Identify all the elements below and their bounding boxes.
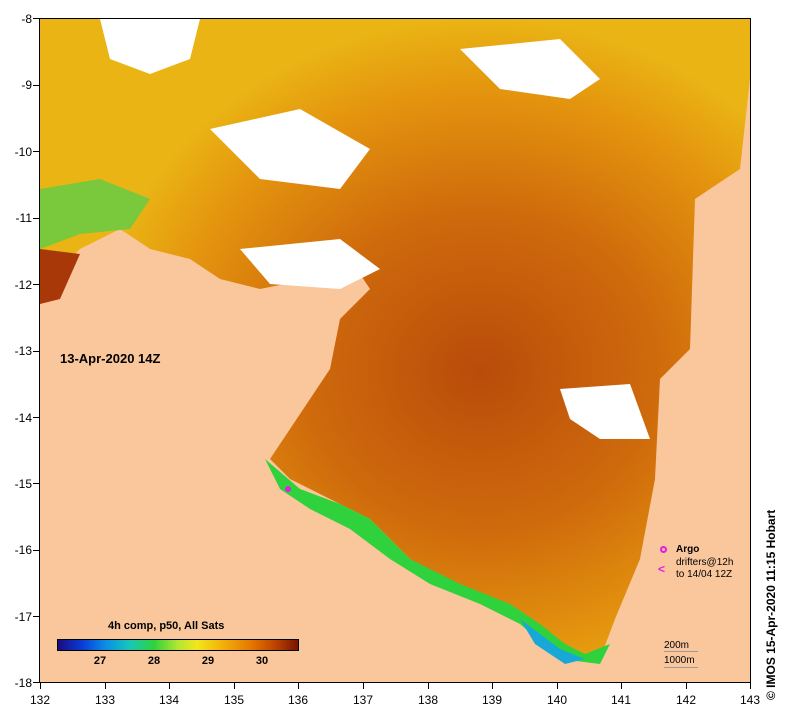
- credit-label: © IMOS 15-Apr-2020 11:15 Hobart: [764, 509, 778, 700]
- x-tick-label: 143: [739, 693, 761, 707]
- x-tick-label: 141: [610, 693, 632, 707]
- coastal-cool-band: [265, 459, 610, 664]
- y-tick: [33, 550, 39, 551]
- drifter-marker: [285, 486, 291, 492]
- x-tick: [428, 683, 429, 689]
- x-tick: [363, 683, 364, 689]
- cloud-central: [240, 239, 380, 289]
- y-tick-label: -13: [14, 344, 32, 358]
- x-tick: [105, 683, 106, 689]
- legend-drifters: drifters@12h: [676, 557, 734, 568]
- timestamp-label: 13-Apr-2020 14Z: [60, 351, 161, 366]
- x-tick-label: 136: [287, 693, 309, 707]
- y-tick: [33, 483, 39, 484]
- y-tick-label: -15: [14, 477, 32, 491]
- drifter-arrow-icon: <: [658, 562, 666, 576]
- colorbar-title: 4h comp, p50, All Sats: [108, 620, 225, 632]
- cloud-northeast: [460, 39, 600, 99]
- y-tick: [33, 682, 39, 683]
- y-tick-label: -18: [14, 676, 32, 690]
- y-tick: [33, 616, 39, 617]
- x-tick-label: 138: [417, 693, 439, 707]
- depth-1000-line: [664, 667, 698, 668]
- coastal-cyan-band: [520, 619, 585, 664]
- colorbar: [57, 639, 299, 651]
- cloud-east: [560, 384, 650, 439]
- x-tick-label: 135: [223, 693, 245, 707]
- x-tick-label: 137: [352, 693, 374, 707]
- x-tick: [40, 683, 41, 689]
- colorbar-tick-label: 27: [93, 655, 107, 667]
- colorbar-tick-label: 28: [147, 655, 161, 667]
- y-tick-label: -12: [14, 278, 32, 292]
- depth-1000-label: 1000m: [664, 655, 695, 666]
- depth-200-line: [664, 651, 698, 652]
- legend-argo: Argo: [676, 544, 700, 555]
- y-tick: [33, 18, 39, 19]
- depth-200-label: 200m: [664, 640, 690, 651]
- sst-map: [39, 18, 751, 683]
- x-tick: [750, 683, 751, 689]
- y-tick: [33, 218, 39, 219]
- x-tick-label: 140: [546, 693, 568, 707]
- x-tick: [234, 683, 235, 689]
- y-tick-label: -8: [21, 12, 32, 26]
- cloud-west: [210, 109, 370, 189]
- cloud-north: [100, 19, 200, 74]
- x-tick: [557, 683, 558, 689]
- argo-icon: [660, 546, 667, 553]
- sst-field: [40, 19, 750, 664]
- y-tick-label: -14: [14, 411, 32, 425]
- y-tick-label: -9: [21, 78, 32, 92]
- y-tick: [33, 85, 39, 86]
- west-hot-patch: [40, 249, 80, 304]
- y-tick-label: -10: [14, 145, 32, 159]
- x-tick: [298, 683, 299, 689]
- x-tick-label: 132: [29, 693, 51, 707]
- x-tick: [492, 683, 493, 689]
- x-tick-label: 133: [94, 693, 116, 707]
- y-tick-label: -16: [14, 543, 32, 557]
- y-tick: [33, 151, 39, 152]
- x-tick: [686, 683, 687, 689]
- x-tick-label: 134: [158, 693, 180, 707]
- x-tick: [621, 683, 622, 689]
- x-tick: [169, 683, 170, 689]
- y-tick: [33, 351, 39, 352]
- x-tick-label: 139: [481, 693, 503, 707]
- sea-surface: [40, 19, 750, 659]
- legend-drifters-period: to 14/04 12Z: [676, 569, 733, 580]
- y-tick-label: -11: [15, 211, 32, 225]
- colorbar-tick-label: 30: [255, 655, 269, 667]
- x-tick-label: 142: [675, 693, 697, 707]
- y-tick: [33, 417, 39, 418]
- cloud-edge-cool: [40, 179, 150, 249]
- colorbar-tick-label: 29: [201, 655, 215, 667]
- y-tick-label: -17: [14, 610, 32, 624]
- y-tick: [33, 284, 39, 285]
